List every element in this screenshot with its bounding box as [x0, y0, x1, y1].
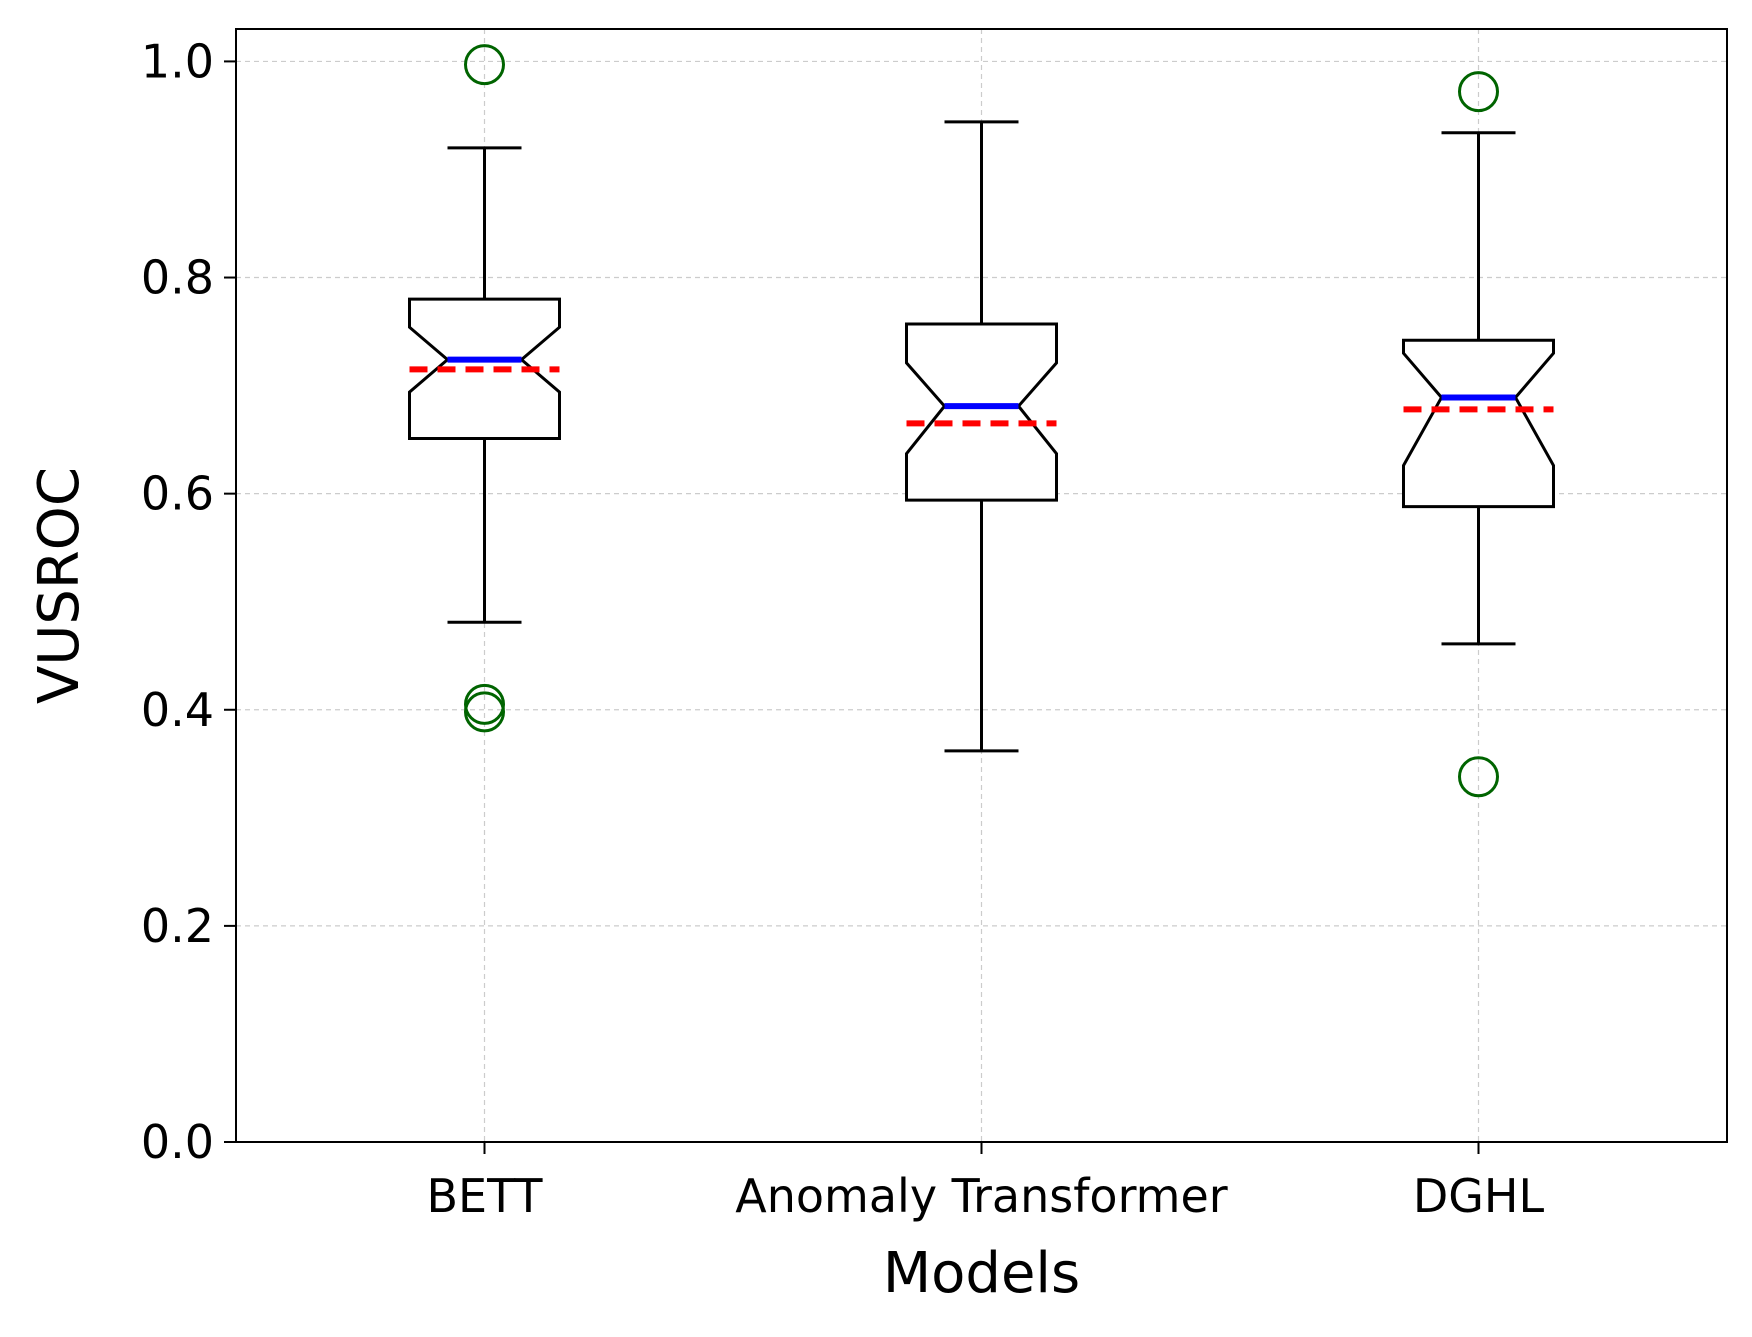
notched-box: [905, 322, 1058, 502]
y-tick-label: 0.8: [141, 251, 214, 305]
box-2: [905, 120, 1058, 753]
box-1: [408, 44, 561, 733]
x-axis-label: Models: [883, 1241, 1080, 1306]
x-tick-label: Anomaly Transformer: [735, 1169, 1227, 1223]
outlier-point: [464, 44, 505, 86]
y-tick-label: 1.0: [141, 34, 214, 88]
y-tick-label: 0.0: [141, 1115, 214, 1169]
outlier-point: [1458, 756, 1499, 798]
y-tick-label: 0.2: [141, 899, 214, 953]
box-3: [1402, 71, 1555, 798]
x-tick-label: DGHL: [1413, 1169, 1545, 1223]
plot-layer: [408, 44, 1555, 798]
y-tick-label: 0.4: [141, 683, 214, 737]
axis-layer: 0.0 0.2 0.4 0.6 0.8 1.0 BETT Anomaly Transforme…: [141, 34, 1545, 1223]
notched-box: [408, 297, 561, 441]
y-tick-label: 0.6: [141, 467, 214, 521]
outlier-point: [464, 691, 505, 733]
y-axis-label: VUSROC: [27, 467, 92, 704]
notched-box: [1402, 338, 1555, 509]
outlier-point: [1458, 71, 1499, 113]
x-tick-label: BETT: [426, 1169, 543, 1223]
